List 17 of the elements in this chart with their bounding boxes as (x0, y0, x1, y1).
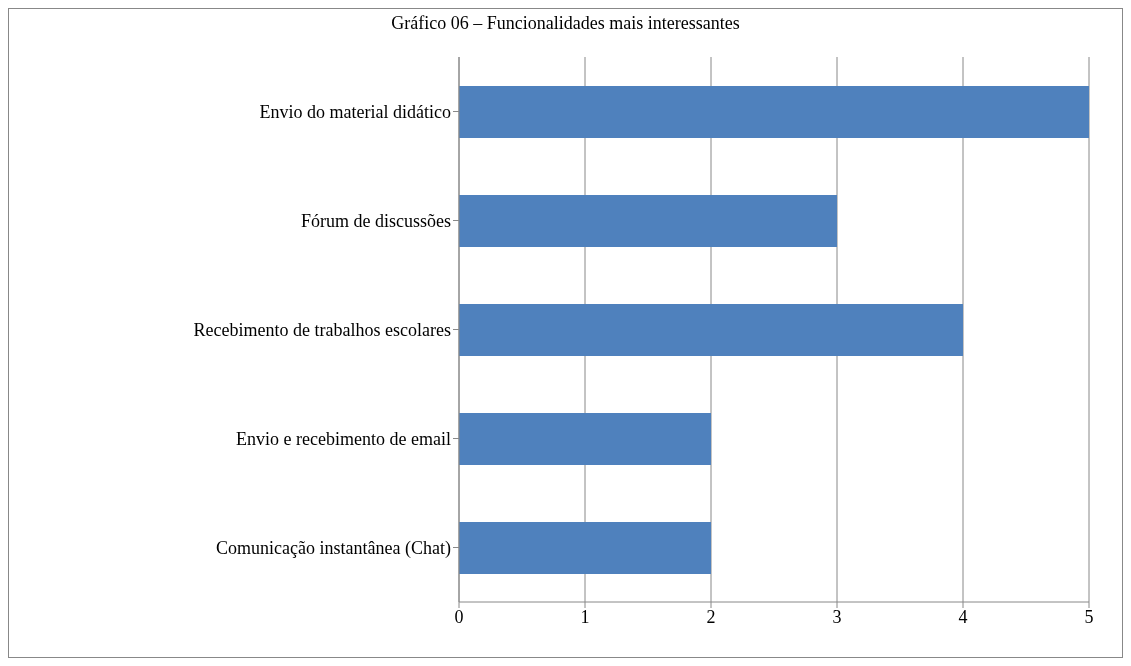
y-tick-label: Comunicação instantânea (Chat) (216, 537, 451, 559)
x-tick-label: 4 (958, 606, 968, 627)
y-tick-label: Envio do material didático (259, 101, 451, 122)
chart-title: Gráfico 06 – Funcionalidades mais interessantes (390, 12, 741, 35)
x-tick-label: 3 (832, 606, 842, 627)
x-tick-label: 5 (1084, 606, 1094, 627)
x-tick-label: 1 (580, 606, 590, 627)
bar (459, 86, 1089, 138)
y-tick-label: Envio e recebimento de email (236, 428, 451, 449)
bar (459, 522, 711, 574)
y-tick-label: Recebimento de trabalhos escolares (193, 319, 451, 340)
bar (459, 413, 711, 465)
x-tick-label: 2 (706, 606, 716, 627)
bar (459, 304, 963, 356)
x-tick-label: 0 (454, 606, 464, 627)
bar (459, 195, 837, 247)
y-tick-label: Fórum de discussões (301, 210, 451, 231)
